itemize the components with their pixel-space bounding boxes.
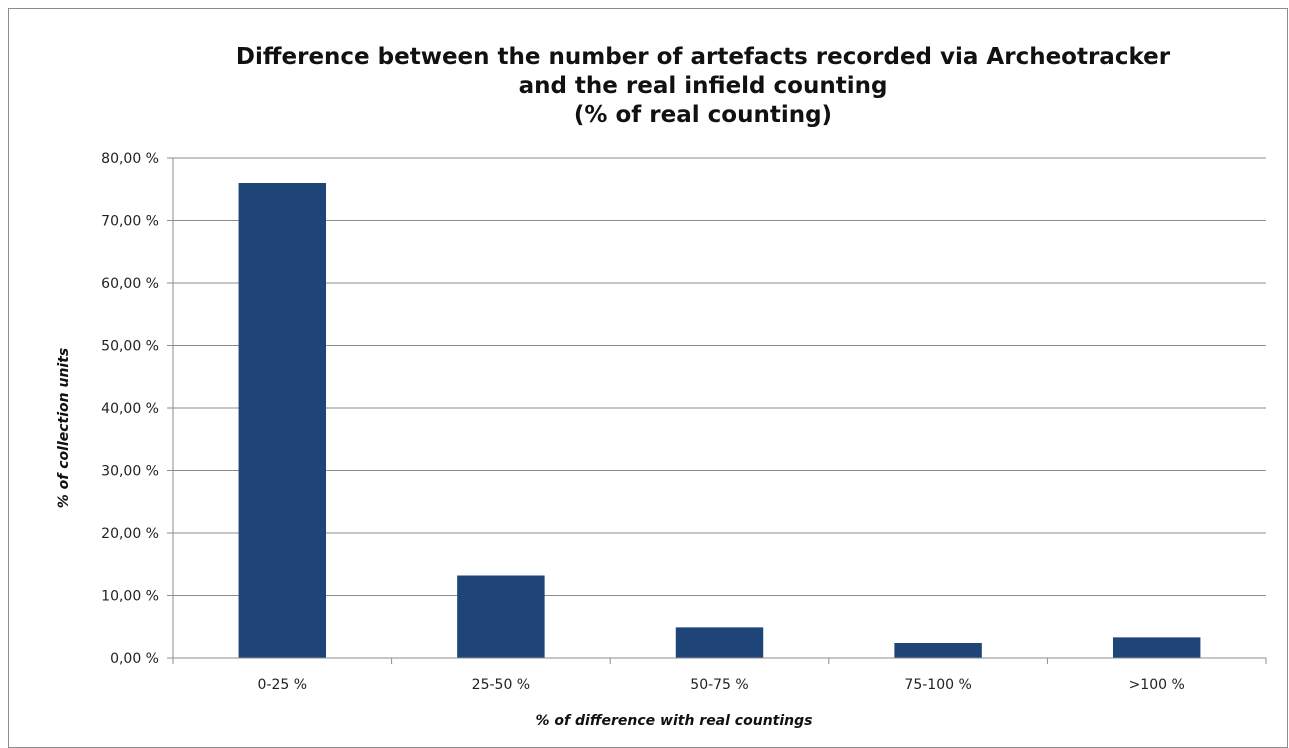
bars [238, 183, 1201, 658]
bar [1112, 637, 1201, 658]
y-tick-label: 80,00 % [101, 151, 159, 167]
chart-title-line-1: Difference between the number of artefac… [236, 44, 1171, 70]
axes [172, 158, 1267, 664]
y-tick-labels: 0,00 % 10,00 % 20,00 % 30,00 % 40,00 % 50,00 … [101, 151, 159, 667]
chart-title: Difference between the number of artefac… [236, 44, 1171, 128]
bar [894, 643, 982, 658]
y-tick-label: 60,00 % [101, 276, 159, 292]
chart-title-line-2: and the real infield counting [519, 73, 888, 99]
y-axis-label: % of collection units [56, 348, 72, 509]
y-tick-label: 10,00 % [101, 589, 159, 605]
bar [675, 627, 764, 658]
x-tick-label: 0-25 % [258, 677, 308, 693]
x-axis-label: % of difference with real countings [536, 713, 813, 729]
x-tick-label: 25-50 % [472, 677, 530, 693]
y-tick-label: 20,00 % [101, 526, 159, 542]
y-tick-label: 70,00 % [101, 214, 159, 230]
x-tick-labels: 0-25 % 25-50 % 50-75 % 75-100 % >100 % [258, 677, 1185, 693]
bar [238, 183, 327, 658]
bar [457, 575, 545, 658]
chart-frame [8, 8, 1288, 748]
x-tick-label: >100 % [1129, 677, 1185, 693]
y-tick-label: 0,00 % [110, 651, 159, 667]
y-tick-label: 40,00 % [101, 401, 159, 417]
y-tick-label: 50,00 % [101, 339, 159, 355]
x-tick-label: 75-100 % [904, 677, 971, 693]
x-tick-label: 50-75 % [690, 677, 748, 693]
chart-title-line-3: (% of real counting) [574, 102, 832, 128]
y-tick-label: 30,00 % [101, 464, 159, 480]
gridlines [167, 157, 1266, 659]
